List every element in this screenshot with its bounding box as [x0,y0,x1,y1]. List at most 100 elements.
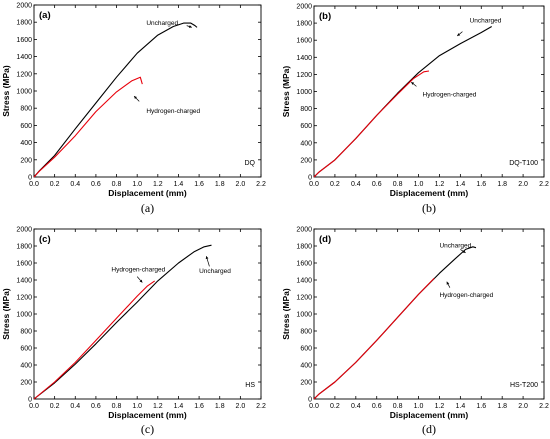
x-tick-label: 1.4 [174,181,184,188]
annotation-arrowhead [139,279,143,283]
x-tick-label: 0.2 [330,403,340,410]
y-tick-label: 1400 [16,54,32,61]
y-tick-label: 1200 [16,71,32,78]
sample-label: HS [245,382,255,389]
y-tick-label: 1200 [16,295,32,302]
y-tick-label: 200 [300,157,312,164]
y-tick-label: 800 [20,106,32,113]
chart-panel-c: 0.0 0.2 0.4 0.6 0.8 1.0 1.2 1.4 1.6 1.8 2.0 2.2 0 200… [1,227,266,437]
x-tick-label: 1.0 [132,403,142,410]
plot-frame [33,228,262,400]
x-tick-label: 0.4 [70,181,80,188]
x-tick-label: 0.0 [29,403,39,410]
x-tick-label: 1.2 [153,403,163,410]
x-tick-label: 0.2 [50,181,60,188]
y-tick-label: 1000 [296,89,312,96]
x-tick-label: 2.2 [256,181,266,188]
y-tick-label: 200 [20,380,32,387]
x-tick-label: 0.2 [330,181,340,188]
x-axis-title: Displacement (mm) [108,188,187,198]
y-tick-label: 1600 [296,261,312,268]
y-tick-label: 1000 [16,89,32,96]
y-tick-label: 1800 [16,20,32,27]
panel-caption: (a) [141,201,154,215]
x-tick-label: 0.6 [372,403,382,410]
x-tick-label: 0.0 [29,181,39,188]
x-tick-label: 1.4 [174,403,184,410]
y-tick-label: 0 [308,397,312,404]
y-tick-label: 2000 [296,4,312,11]
chart-panel-d: 0.0 0.2 0.4 0.6 0.8 1.0 1.2 1.4 1.6 1.8 2.0 2.2 0 200… [281,227,549,437]
y-tick-label: 1800 [296,244,312,251]
annotation-hydrogen-charged: Hydrogen-charged [423,91,477,98]
annotation-arrowhead [446,281,450,285]
x-tick-label: 0.4 [351,181,361,188]
x-tick-label: 1.6 [194,181,204,188]
y-tick-label: 1400 [296,278,312,285]
y-tick-label: 600 [20,346,32,353]
x-tick-label: 0.8 [393,181,403,188]
x-tick-label: 1.2 [435,181,445,188]
x-tick-label: 2.0 [518,403,528,410]
y-tick-label: 600 [20,123,32,130]
series-line-hydrogen-charged [313,277,435,400]
series-line-hydrogen-charged [33,76,143,178]
panel-caption: (b) [422,201,436,215]
y-tick-label: 200 [20,157,32,164]
annotation-uncharged: Uncharged [146,20,178,27]
x-tick-label: 2.2 [539,181,549,188]
y-tick-label: 1400 [296,55,312,62]
y-tick-label: 1600 [16,261,32,268]
x-axis-title: Displacement (mm) [390,188,469,198]
x-tick-label: 1.6 [194,403,204,410]
annotation-arrowhead [205,256,209,260]
panel-tag: (d) [319,234,331,245]
y-tick-label: 600 [300,346,312,353]
annotation-arrowhead [188,25,192,28]
y-axis-title: Stress (MPa) [281,288,291,340]
annotation-uncharged: Uncharged [439,243,471,250]
y-tick-label: 400 [300,363,312,370]
x-tick-label: 0.6 [372,181,382,188]
x-axis-title: Displacement (mm) [390,410,469,420]
x-tick-label: 0.6 [91,403,101,410]
chart-panel-a: 0.0 0.2 0.4 0.6 0.8 1.0 1.2 1.4 1.6 1.8 2.0 2.2 0 200… [1,3,266,216]
annotation-uncharged: Uncharged [199,268,231,275]
x-tick-label: 2.2 [256,403,266,410]
x-tick-label: 0.8 [393,403,403,410]
annotation-hydrogen-charged: Hydrogen-charged [111,267,165,274]
chart-panel-b: 0.0 0.2 0.4 0.6 0.8 1.0 1.2 1.4 1.6 1.8 2.0 2.2 0 200… [281,4,549,216]
annotation-hydrogen-charged: Hydrogen-charged [439,292,493,299]
x-axis-title: Displacement (mm) [108,410,187,420]
y-tick-label: 2000 [16,227,32,234]
x-tick-label: 2.0 [518,181,528,188]
x-tick-label: 0.2 [50,403,60,410]
series-line-uncharged [33,244,212,400]
sample-label: HS-T200 [510,382,538,389]
x-tick-label: 2.2 [539,403,549,410]
y-tick-label: 600 [300,123,312,130]
annotation-arrowhead [411,82,415,85]
x-tick-label: 0.6 [91,181,101,188]
panel-caption: (d) [422,422,436,436]
y-tick-label: 800 [300,329,312,336]
y-axis-title: Stress (MPa) [1,288,11,340]
annotation-hydrogen-charged: Hydrogen-charged [146,108,200,115]
annotation-uncharged: Uncharged [470,18,502,25]
series-line-hydrogen-charged [33,280,156,400]
panel-tag: (c) [39,234,51,245]
x-tick-label: 0.4 [351,403,361,410]
x-tick-label: 2.0 [235,403,245,410]
y-tick-label: 1600 [16,37,32,44]
y-tick-label: 400 [20,363,32,370]
x-tick-label: 1.0 [414,403,424,410]
sample-label: DQ [245,160,256,167]
panel-caption: (c) [141,422,154,436]
x-tick-label: 0.4 [70,403,80,410]
y-tick-label: 1200 [296,295,312,302]
x-tick-label: 2.0 [235,181,245,188]
x-tick-label: 1.4 [455,403,465,410]
y-axis-title: Stress (MPa) [281,66,291,118]
y-tick-label: 1800 [16,244,32,251]
